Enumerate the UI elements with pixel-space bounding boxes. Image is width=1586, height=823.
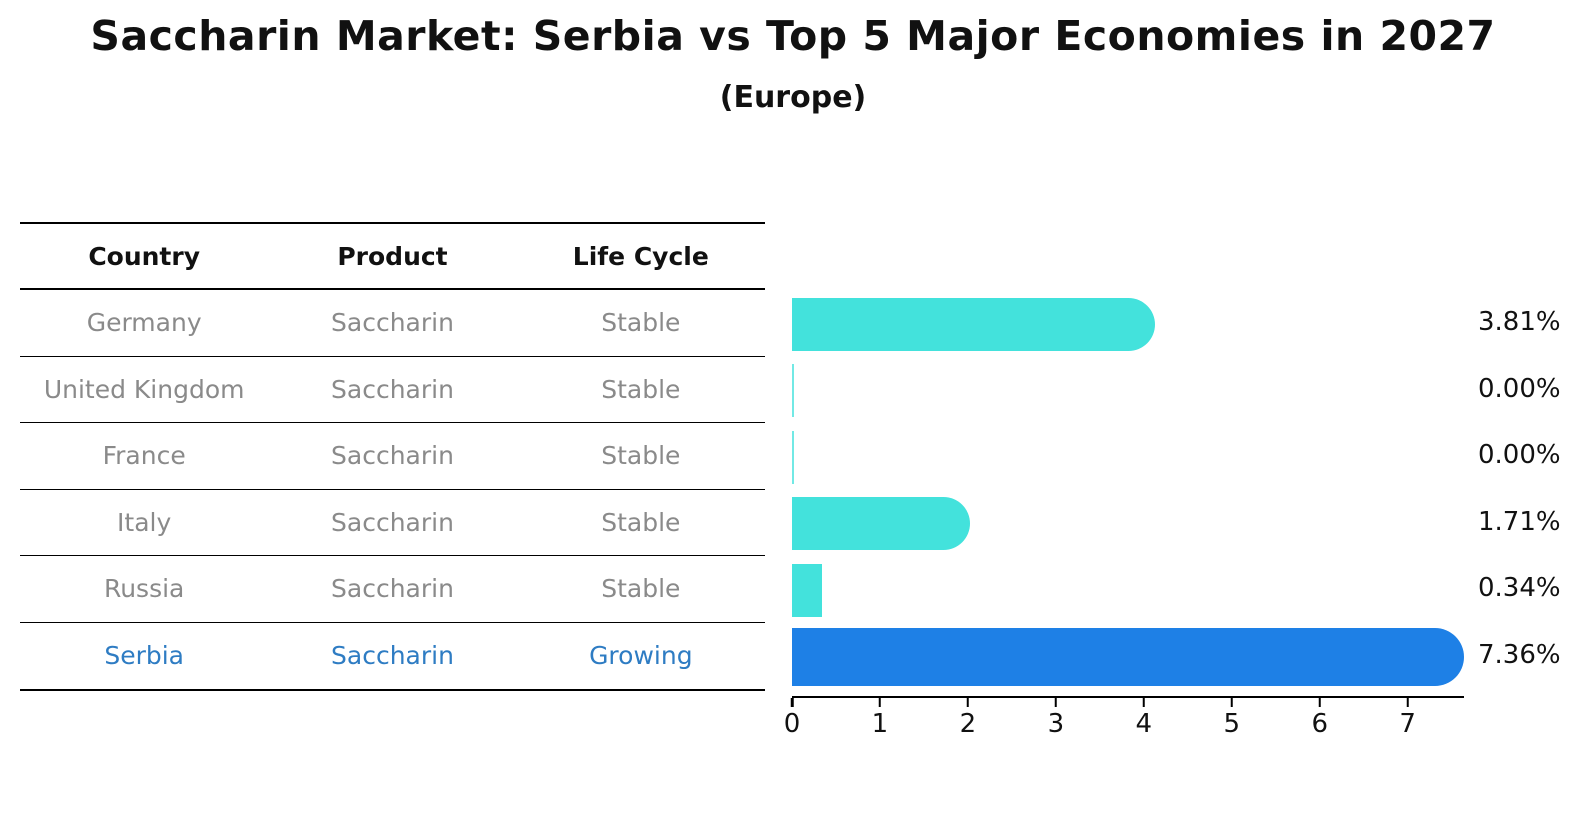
value-label-russia: 0.34% — [1478, 573, 1561, 604]
cell-life-cycle: Stable — [601, 574, 681, 604]
x-tick-label: 7 — [1399, 709, 1416, 739]
value-label-italy: 1.71% — [1478, 506, 1561, 537]
value-label-france: 0.00% — [1478, 440, 1561, 471]
x-tick-label: 2 — [959, 709, 977, 739]
bar-row-france — [792, 424, 1464, 491]
bar-serbia — [792, 627, 1464, 686]
table-header-row: Country Product Life Cycle — [20, 224, 765, 290]
bar-plot: 0 1 2 3 4 5 6 7 — [784, 289, 1464, 739]
x-tick-mark — [1406, 698, 1409, 707]
bar-italy — [792, 497, 971, 551]
chart-subtitle: (Europe) — [719, 80, 867, 115]
cell-product: Saccharin — [331, 308, 454, 338]
bar-row-germany — [792, 291, 1464, 358]
value-label-united-kingdom: 0.00% — [1478, 373, 1561, 404]
x-tick-label: 1 — [871, 709, 889, 739]
chart-title: Saccharin Market: Serbia vs Top 5 Major … — [90, 12, 1496, 60]
x-tick-mark — [790, 698, 794, 707]
cell-life-cycle: Stable — [601, 441, 681, 471]
table-row: Russia Saccharin Stable — [20, 556, 765, 623]
cell-life-cycle: Stable — [601, 308, 681, 338]
table-row: United Kingdom Saccharin Stable — [20, 357, 765, 423]
cell-life-cycle: Growing — [589, 641, 693, 671]
bar-row-united-kingdom — [792, 358, 1464, 425]
x-tick-label: 4 — [1135, 709, 1153, 739]
x-tick-mark — [966, 698, 970, 707]
bar-row-serbia — [792, 624, 1464, 691]
cell-product: Saccharin — [331, 441, 454, 471]
column-header-product: Product — [337, 241, 448, 271]
table-row: France Saccharin Stable — [20, 423, 765, 490]
table-row: Germany Saccharin Stable — [20, 290, 765, 357]
value-label-germany: 3.81% — [1478, 307, 1561, 338]
x-tick-label: 5 — [1223, 709, 1241, 739]
bar-row-russia — [792, 557, 1464, 624]
cell-life-cycle: Stable — [601, 374, 681, 404]
cell-product: Saccharin — [331, 374, 454, 404]
x-axis: 0 1 2 3 4 5 6 7 — [784, 696, 1464, 741]
x-tick-mark — [1318, 698, 1321, 707]
column-header-country: Country — [88, 241, 201, 271]
bar-row-italy — [792, 491, 1464, 558]
cell-country: Serbia — [104, 641, 184, 671]
bar-germany — [792, 297, 1156, 351]
cell-product: Saccharin — [331, 507, 454, 537]
cell-country: Russia — [103, 574, 185, 604]
cell-country: France — [102, 441, 186, 471]
table-row: Italy Saccharin Stable — [20, 490, 765, 556]
bar-united-kingdom — [792, 364, 794, 418]
country-table: Country Product Life Cycle Germany Sacch… — [20, 222, 765, 691]
bars-area — [792, 291, 1464, 690]
x-tick-label: 0 — [783, 709, 801, 739]
x-tick-label: 3 — [1047, 709, 1065, 739]
cell-country: Germany — [86, 308, 202, 338]
cell-product: Saccharin — [331, 641, 454, 671]
x-tick-mark — [878, 698, 882, 707]
cell-life-cycle: Stable — [601, 507, 681, 537]
bar-russia — [792, 563, 822, 617]
value-labels-column: 3.81% 0.00% 0.00% 1.71% 0.34% 7.36% — [1478, 289, 1582, 688]
value-label-serbia: 7.36% — [1478, 639, 1561, 670]
x-tick-mark — [1142, 698, 1146, 707]
bar-france — [792, 430, 794, 484]
x-tick-label: 6 — [1311, 709, 1329, 739]
cell-country: Italy — [117, 507, 172, 537]
cell-product: Saccharin — [331, 574, 454, 604]
x-tick-mark — [1054, 698, 1058, 707]
column-header-life-cycle: Life Cycle — [572, 241, 709, 271]
cell-country: United Kingdom — [43, 374, 245, 404]
table-row-highlight-serbia: Serbia Saccharin Growing — [20, 623, 765, 690]
x-tick-mark — [1230, 698, 1234, 707]
